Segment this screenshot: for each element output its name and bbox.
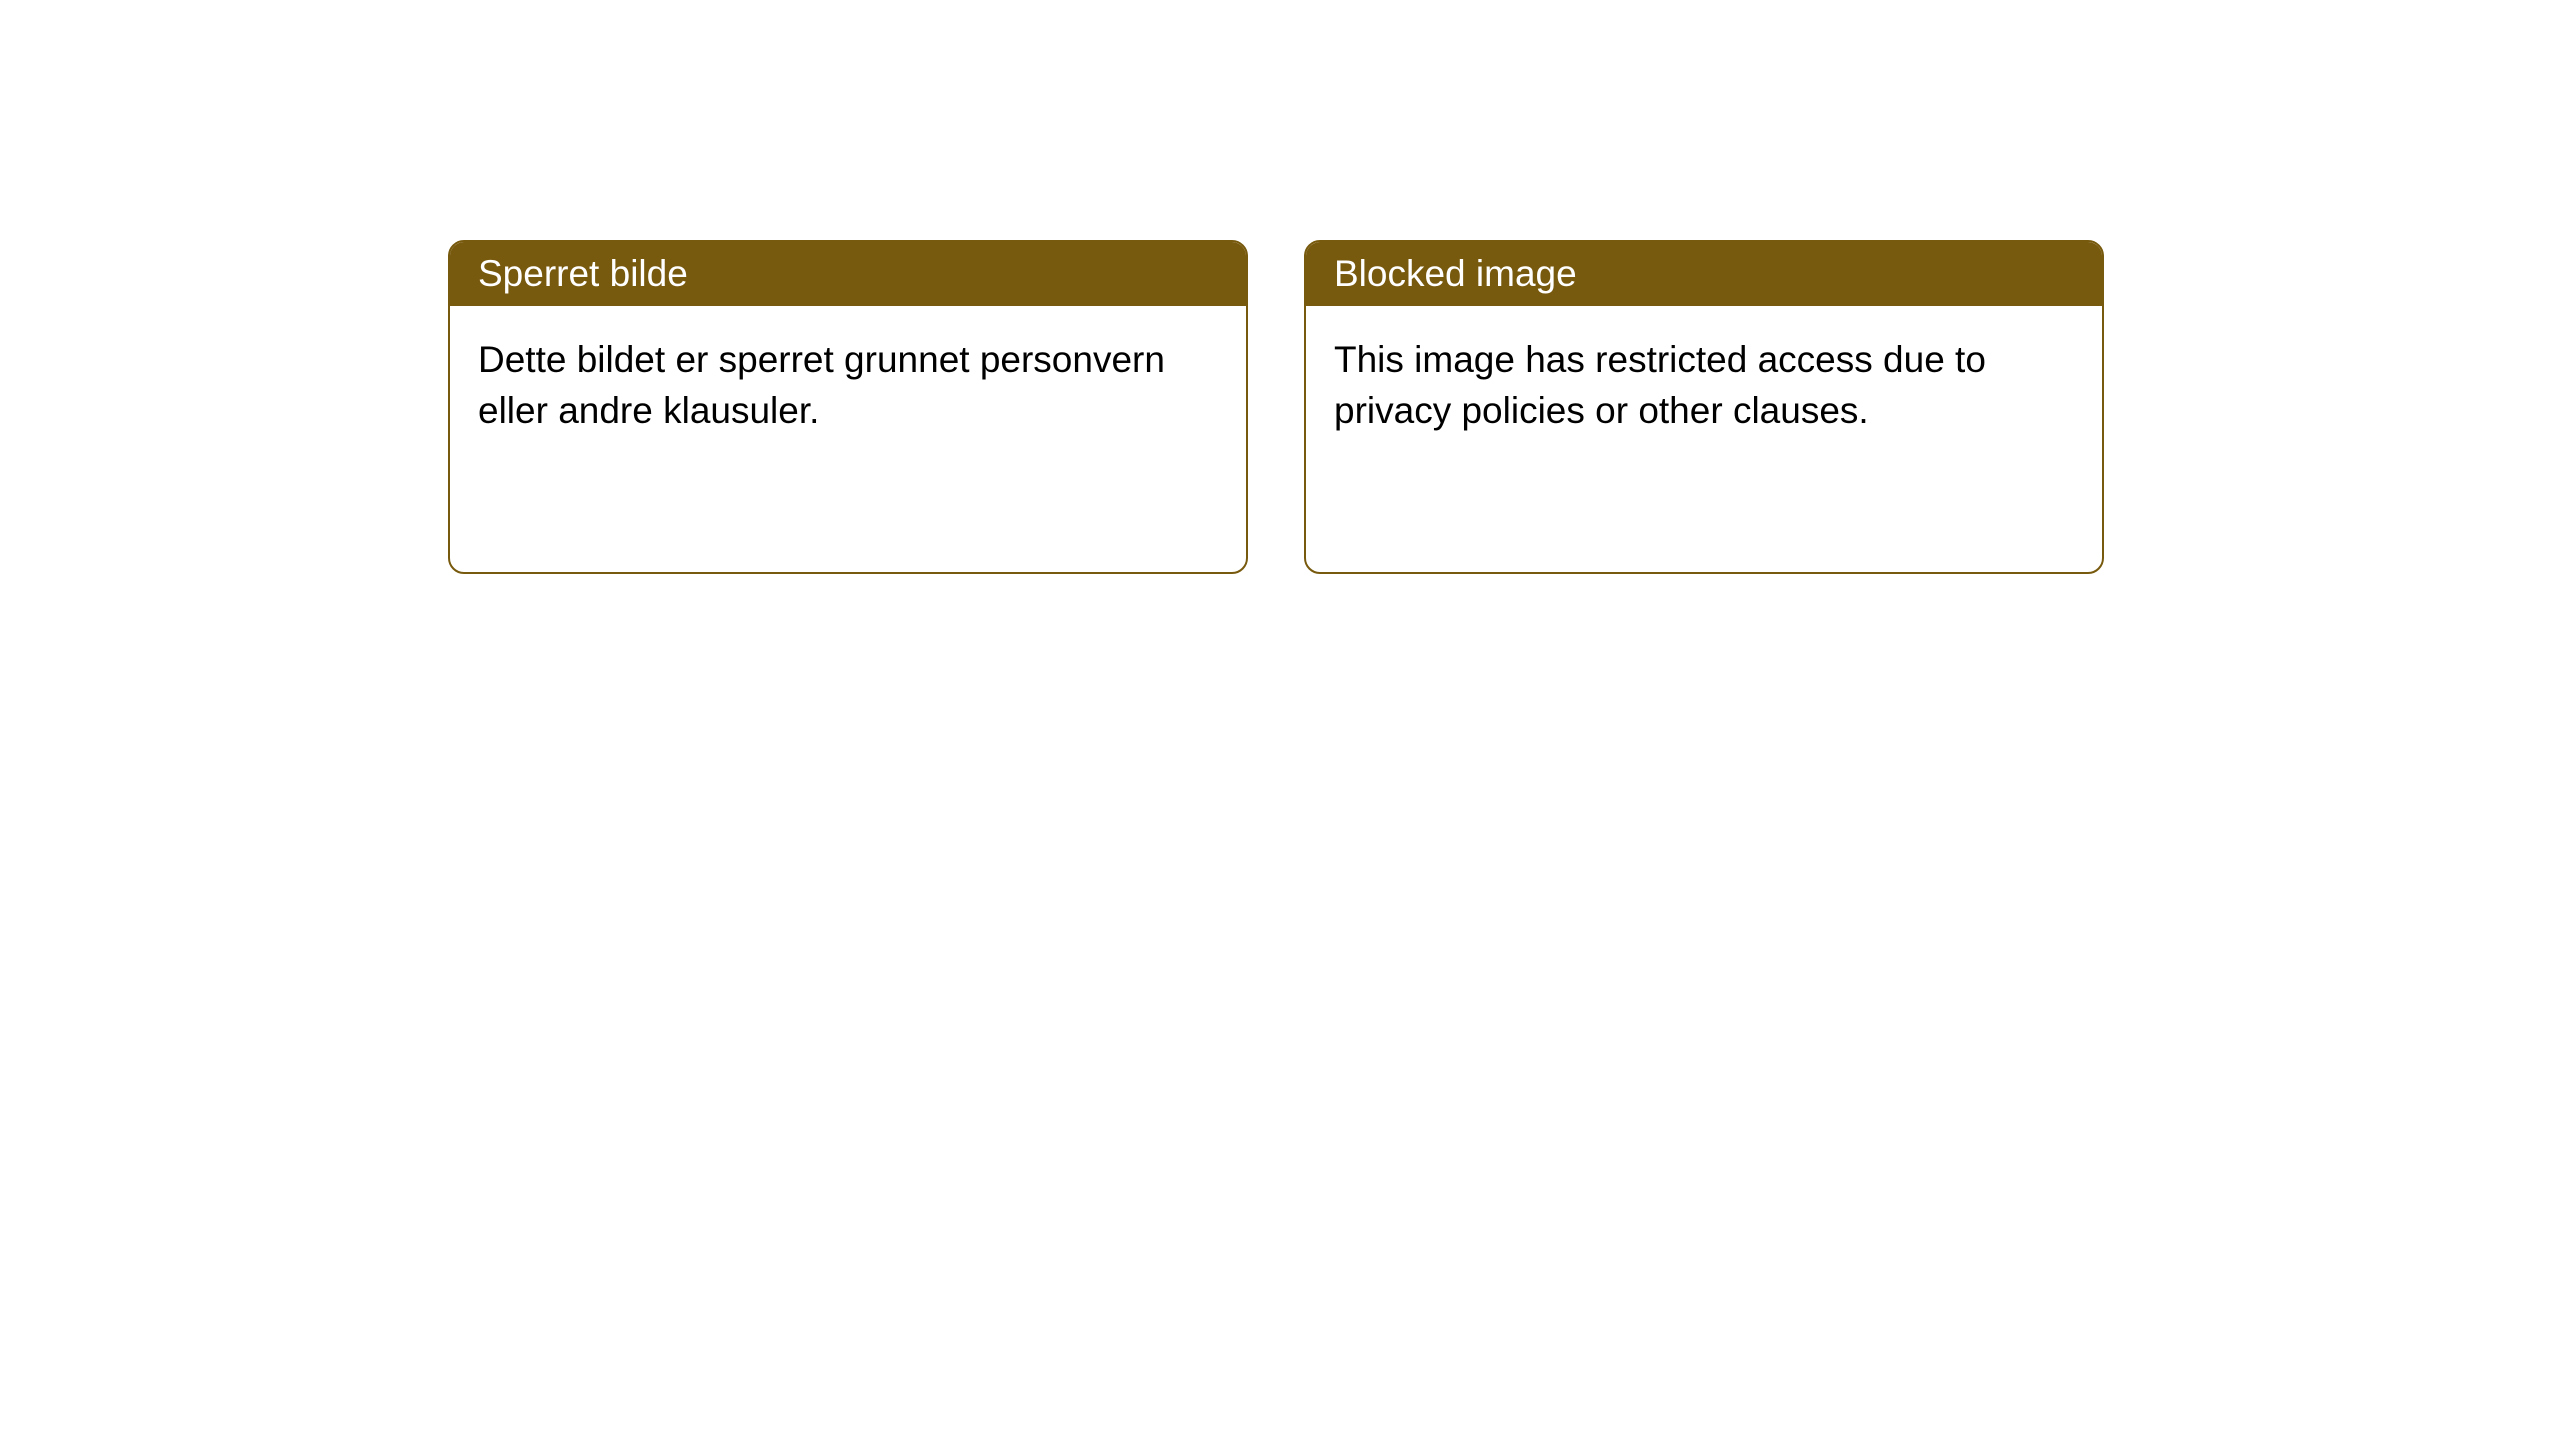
notice-body: Dette bildet er sperret grunnet personve… — [450, 306, 1246, 464]
notice-header: Blocked image — [1306, 242, 2102, 306]
notice-header: Sperret bilde — [450, 242, 1246, 306]
notice-card-english: Blocked image This image has restricted … — [1304, 240, 2104, 574]
notice-container: Sperret bilde Dette bildet er sperret gr… — [0, 0, 2560, 574]
notice-card-norwegian: Sperret bilde Dette bildet er sperret gr… — [448, 240, 1248, 574]
notice-body: This image has restricted access due to … — [1306, 306, 2102, 464]
